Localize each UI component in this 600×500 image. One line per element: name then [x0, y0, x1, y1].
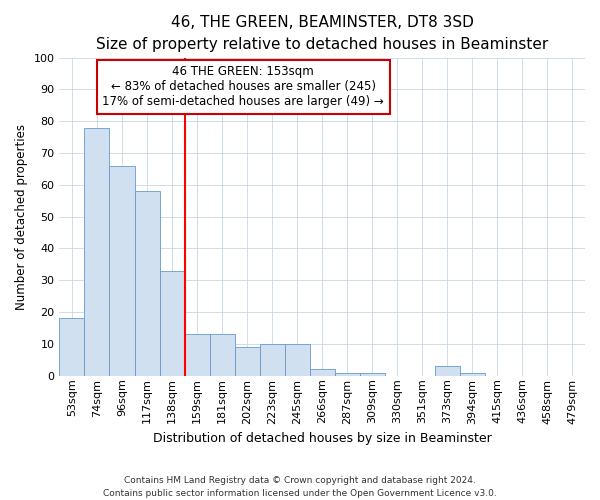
Bar [260, 344, 284, 376]
Text: 46 THE GREEN: 153sqm
← 83% of detached houses are smaller (245)
17% of semi-deta: 46 THE GREEN: 153sqm ← 83% of detached h… [103, 66, 384, 108]
Bar [85, 128, 109, 376]
Bar [460, 372, 485, 376]
Bar [310, 370, 335, 376]
Bar [284, 344, 310, 376]
Y-axis label: Number of detached properties: Number of detached properties [15, 124, 28, 310]
Bar [160, 270, 185, 376]
Bar [235, 347, 260, 376]
Bar [59, 318, 85, 376]
Title: 46, THE GREEN, BEAMINSTER, DT8 3SD
Size of property relative to detached houses : 46, THE GREEN, BEAMINSTER, DT8 3SD Size … [96, 15, 548, 52]
Bar [109, 166, 134, 376]
Text: Contains HM Land Registry data © Crown copyright and database right 2024.
Contai: Contains HM Land Registry data © Crown c… [103, 476, 497, 498]
Bar [435, 366, 460, 376]
Bar [335, 372, 360, 376]
X-axis label: Distribution of detached houses by size in Beaminster: Distribution of detached houses by size … [153, 432, 491, 445]
Bar [209, 334, 235, 376]
Bar [185, 334, 209, 376]
Bar [134, 191, 160, 376]
Bar [360, 372, 385, 376]
